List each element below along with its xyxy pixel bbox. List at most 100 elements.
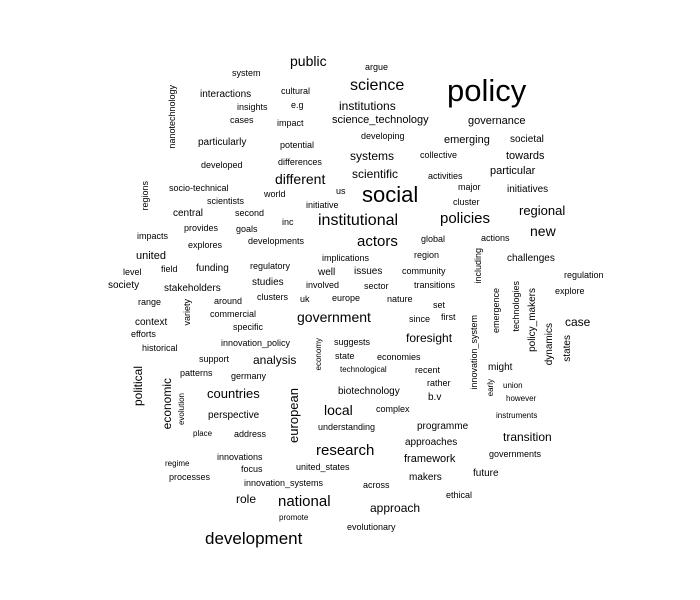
word: society [108, 280, 140, 291]
word: different [275, 171, 326, 187]
word: systems [350, 149, 395, 163]
word: evolution [177, 393, 186, 426]
word: perspective [208, 410, 260, 421]
word: commercial [210, 309, 257, 319]
word: region [414, 250, 440, 260]
word: developing [361, 131, 405, 141]
word: patterns [180, 368, 213, 378]
word: community [402, 266, 446, 276]
word: argue [365, 62, 389, 72]
word: research [316, 442, 375, 459]
word: regulatory [250, 261, 291, 271]
word: role [236, 492, 257, 506]
word: efforts [131, 329, 156, 339]
word: regulation [564, 270, 604, 280]
word: promote [279, 513, 309, 522]
word: states [562, 335, 573, 362]
word: framework [404, 453, 456, 465]
word: innovation_systems [244, 478, 324, 488]
word: nature [387, 294, 413, 304]
word: instruments [496, 411, 538, 420]
word: e.g [291, 100, 304, 110]
word: place [193, 429, 213, 438]
word: processes [169, 472, 211, 482]
word: including [473, 248, 483, 284]
word: approaches [405, 437, 458, 448]
word: societal [510, 134, 544, 145]
word: support [199, 354, 230, 364]
word: across [363, 480, 390, 490]
word: developed [201, 160, 243, 170]
word: cases [230, 115, 254, 125]
word: provides [184, 223, 219, 233]
word: institutions [339, 99, 396, 113]
word: field [161, 264, 178, 274]
word: governments [489, 449, 542, 459]
word: address [234, 429, 267, 439]
word: scientists [207, 196, 245, 206]
word: political [131, 366, 145, 407]
word: focus [241, 464, 263, 474]
word: level [123, 267, 142, 277]
word: union [503, 381, 523, 390]
word: rather [427, 378, 451, 388]
word: impact [277, 118, 304, 128]
word: involved [306, 280, 340, 290]
word: science [350, 77, 405, 94]
word: countries [207, 386, 260, 401]
word: developments [248, 236, 305, 246]
word: differences [278, 157, 322, 167]
word: studies [252, 277, 284, 288]
word: technologies [511, 281, 521, 332]
word: european [286, 388, 301, 443]
word: nanotechnology [167, 85, 177, 149]
word: innovation_system [469, 315, 479, 390]
word: goals [236, 224, 258, 234]
word: biotechnology [338, 386, 400, 397]
word: insights [237, 102, 268, 112]
word: historical [142, 343, 178, 353]
word: particular [490, 165, 536, 177]
word: implications [322, 253, 370, 263]
word: united [136, 250, 166, 262]
word: innovation_policy [221, 338, 291, 348]
word: transitions [414, 280, 456, 290]
word: cluster [453, 197, 480, 207]
word: uk [300, 294, 310, 304]
word: public [290, 53, 327, 69]
word: around [214, 296, 243, 306]
word: initiatives [507, 184, 549, 195]
word: economies [377, 352, 421, 362]
word: towards [506, 150, 545, 162]
word: analysis [253, 353, 297, 367]
word: governance [468, 115, 526, 127]
word: social [362, 182, 419, 207]
word: socio-technical [169, 183, 229, 193]
word: recent [415, 365, 441, 375]
word: emergence [491, 288, 501, 334]
word: regions [140, 181, 150, 211]
word: approach [370, 501, 421, 515]
word: case [565, 315, 591, 329]
word: b.v [428, 392, 442, 403]
word: early [486, 379, 495, 397]
word: clusters [257, 292, 289, 302]
word: issues [354, 266, 383, 277]
word: institutional [318, 212, 399, 229]
word: impacts [137, 231, 169, 241]
word: since [409, 314, 431, 324]
word: understanding [318, 422, 376, 432]
word: programme [417, 421, 469, 432]
word: cultural [281, 86, 311, 96]
word: foresight [406, 331, 453, 345]
word: context [135, 317, 168, 328]
word: development [205, 529, 303, 548]
word: challenges [507, 253, 555, 264]
word: variety [182, 299, 192, 326]
word: actions [481, 233, 510, 243]
word: funding [196, 263, 229, 274]
word: collective [420, 150, 458, 160]
word: global [421, 234, 446, 244]
word: europe [332, 293, 361, 303]
